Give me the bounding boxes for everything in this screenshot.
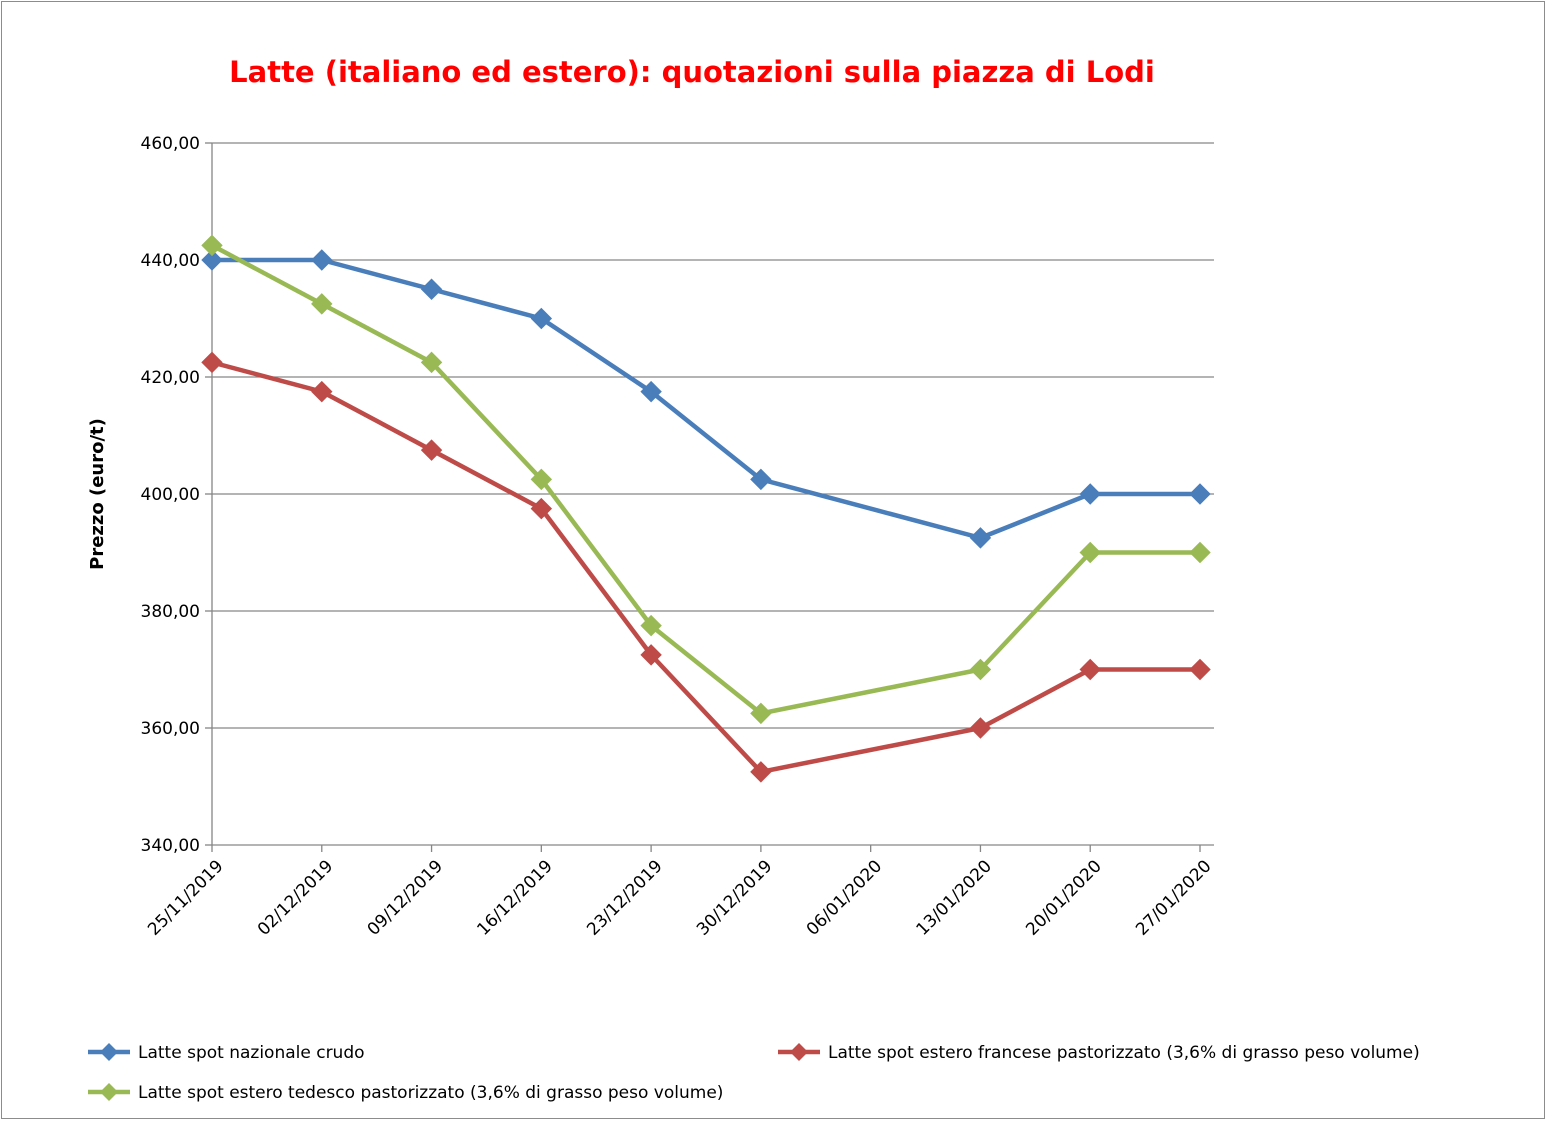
data-point	[1079, 483, 1101, 505]
data-point	[420, 278, 443, 300]
y-tick-label: 340,00	[141, 836, 200, 856]
data-point	[530, 468, 553, 491]
data-point	[311, 249, 333, 271]
legend-entry: Latte spot estero tedesco pastorizzato (…	[88, 1083, 723, 1103]
series-group	[201, 234, 1211, 783]
data-point	[969, 717, 992, 739]
x-tick-label: 09/12/2019	[364, 856, 447, 939]
series-3	[201, 234, 1211, 725]
legend-entry: Latte spot nazionale crudo	[88, 1043, 365, 1063]
legend-label: Latte spot nazionale crudo	[138, 1043, 365, 1063]
legend-marker	[100, 1083, 118, 1101]
data-point	[530, 307, 553, 330]
x-tick-label: 13/01/2020	[913, 856, 996, 939]
data-point	[311, 380, 333, 403]
chart-title: Latte (italiano ed estero): quotazioni s…	[229, 55, 1155, 89]
data-point	[530, 497, 553, 520]
series-line	[210, 243, 1200, 716]
data-point	[1189, 483, 1211, 505]
legend: Latte spot nazionale crudo Latte spot est…	[88, 1043, 1420, 1103]
axes	[205, 142, 1214, 852]
y-axis-label: Prezzo (euro/t)	[87, 418, 108, 570]
legend-marker	[790, 1043, 808, 1061]
x-tick-label: 16/12/2019	[473, 856, 556, 939]
data-point	[969, 658, 992, 681]
data-point	[420, 439, 443, 461]
x-tick-label: 06/01/2020	[803, 856, 886, 939]
data-point	[1189, 658, 1211, 681]
y-tick-label: 440,00	[141, 251, 200, 271]
x-tick-label: 25/11/2019	[144, 856, 227, 939]
data-point	[1079, 658, 1101, 681]
y-tick-labels: 340,00 360,00 380,00 400,00 420,00 440,00 460,…	[141, 134, 200, 856]
data-point	[311, 293, 333, 315]
data-point	[750, 468, 772, 491]
data-point	[640, 380, 662, 403]
legend-entry: Latte spot estero francese pastorizzato …	[778, 1043, 1420, 1063]
series-line	[212, 257, 1200, 541]
x-tick-label: 20/01/2020	[1022, 856, 1105, 939]
series-1	[201, 249, 1211, 549]
x-tick-labels: 25/11/2019 02/12/2019 09/12/2019 16/12/2019…	[144, 856, 1215, 939]
x-tick-label: 02/12/2019	[254, 856, 337, 939]
series-2	[201, 351, 1211, 783]
y-tick-label: 460,00	[141, 134, 200, 154]
data-point	[1189, 541, 1211, 564]
gridlines	[212, 142, 1214, 729]
data-point	[640, 644, 662, 666]
data-point	[201, 249, 223, 271]
x-tick-label: 27/01/2020	[1132, 856, 1215, 939]
data-point	[969, 527, 992, 549]
x-tick-label: 30/12/2019	[693, 856, 776, 939]
x-tick-label: 23/12/2019	[583, 856, 666, 939]
data-point	[420, 351, 443, 374]
legend-marker	[100, 1043, 118, 1061]
data-point	[750, 761, 772, 783]
data-point	[640, 614, 662, 637]
y-tick-label: 360,00	[141, 719, 200, 739]
data-point	[1079, 541, 1101, 564]
data-point	[201, 234, 223, 257]
y-tick-label: 380,00	[141, 602, 200, 622]
data-point	[750, 702, 772, 725]
legend-label: Latte spot estero tedesco pastorizzato (…	[138, 1083, 723, 1103]
data-point	[201, 351, 223, 374]
y-tick-label: 400,00	[141, 485, 200, 505]
legend-label: Latte spot estero francese pastorizzato …	[828, 1043, 1420, 1063]
series-line	[211, 360, 1200, 775]
y-tick-label: 420,00	[141, 368, 200, 388]
